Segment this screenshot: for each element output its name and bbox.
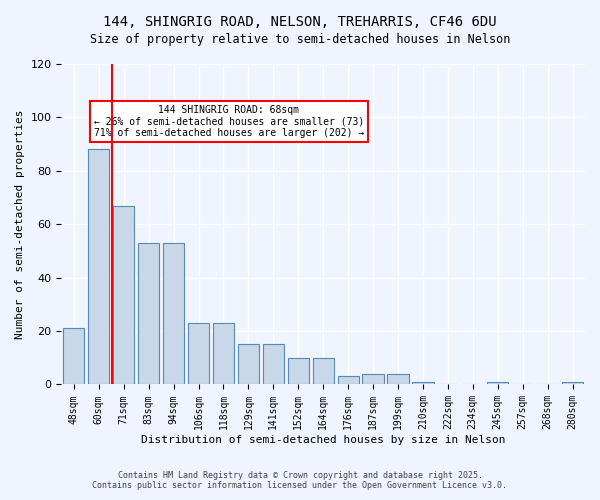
Bar — [188, 323, 209, 384]
Bar — [88, 150, 109, 384]
Bar — [63, 328, 85, 384]
Text: 144 SHINGRIG ROAD: 68sqm
← 26% of semi-detached houses are smaller (73)
71% of s: 144 SHINGRIG ROAD: 68sqm ← 26% of semi-d… — [94, 105, 364, 138]
Bar — [287, 358, 309, 384]
Bar — [313, 358, 334, 384]
Bar — [138, 243, 159, 384]
Bar — [362, 374, 383, 384]
Y-axis label: Number of semi-detached properties: Number of semi-detached properties — [15, 110, 25, 339]
Bar — [163, 243, 184, 384]
Bar — [412, 382, 434, 384]
Text: 144, SHINGRIG ROAD, NELSON, TREHARRIS, CF46 6DU: 144, SHINGRIG ROAD, NELSON, TREHARRIS, C… — [103, 15, 497, 29]
Bar — [263, 344, 284, 385]
Bar — [213, 323, 234, 384]
Text: Size of property relative to semi-detached houses in Nelson: Size of property relative to semi-detach… — [90, 32, 510, 46]
Bar — [338, 376, 359, 384]
Bar — [487, 382, 508, 384]
Text: Contains HM Land Registry data © Crown copyright and database right 2025.
Contai: Contains HM Land Registry data © Crown c… — [92, 470, 508, 490]
Bar — [388, 374, 409, 384]
X-axis label: Distribution of semi-detached houses by size in Nelson: Distribution of semi-detached houses by … — [141, 435, 505, 445]
Bar — [238, 344, 259, 385]
Bar — [562, 382, 583, 384]
Bar — [113, 206, 134, 384]
